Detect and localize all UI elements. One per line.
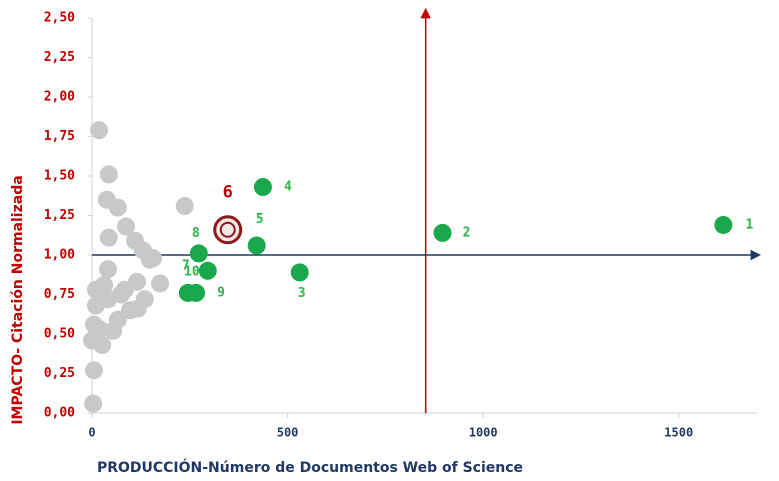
y-tick-label: 0,50 (44, 327, 75, 342)
y-tick-label: 1,00 (44, 248, 75, 263)
y-tick-label: 1,25 (44, 208, 75, 223)
point (290, 263, 309, 282)
x-tick-label: 1000 (469, 426, 498, 440)
point-label: 3 (298, 286, 306, 301)
point (84, 394, 103, 413)
point (95, 276, 114, 295)
point (99, 228, 118, 247)
point-label: 6 (223, 183, 233, 203)
y-tick-label: 0,75 (44, 287, 75, 302)
point-label: 7 (182, 258, 190, 273)
point (433, 223, 452, 242)
y-tick-label: 1,75 (44, 129, 75, 144)
point-label: 9 (217, 285, 225, 300)
point (108, 198, 127, 217)
highlight-inner (219, 221, 236, 238)
point (90, 121, 109, 140)
x-tick-label: 0 (88, 426, 95, 440)
point-label: 5 (256, 212, 264, 227)
point-label: 8 (192, 226, 200, 241)
point (198, 261, 217, 280)
point (84, 361, 103, 380)
point-label: 1 (745, 217, 753, 232)
point (175, 197, 194, 216)
y-tick-label: 2,50 (44, 11, 75, 26)
y-tick-label: 2,00 (44, 90, 75, 105)
x-axis-title: PRODUCCIÓN-Número de Documentos Web of S… (97, 458, 523, 476)
point (90, 320, 109, 339)
point-label: 2 (463, 225, 471, 240)
point (247, 236, 266, 255)
point-label: 10 (184, 264, 200, 279)
point-label: 4 (284, 180, 292, 195)
point (253, 178, 272, 197)
point (178, 283, 197, 302)
y-tick-label: 1,50 (44, 169, 75, 184)
point (189, 244, 208, 263)
point (115, 280, 134, 299)
point (93, 336, 112, 355)
point (108, 310, 127, 329)
point (140, 250, 159, 269)
point (117, 217, 136, 236)
point (99, 260, 118, 279)
highlight-point (213, 215, 243, 245)
point (99, 290, 118, 309)
point (128, 299, 147, 318)
point (714, 215, 733, 234)
x-tick-label: 1500 (664, 426, 693, 440)
point (151, 274, 170, 293)
y-tick-label: 0,25 (44, 366, 75, 381)
y-tick-label: 2,25 (44, 50, 75, 65)
point (99, 165, 118, 184)
y-axis-title: IMPACTO- Citación Normalizada (10, 175, 26, 424)
x-tick-label: 500 (277, 426, 299, 440)
y-tick-label: 0,00 (44, 406, 75, 421)
